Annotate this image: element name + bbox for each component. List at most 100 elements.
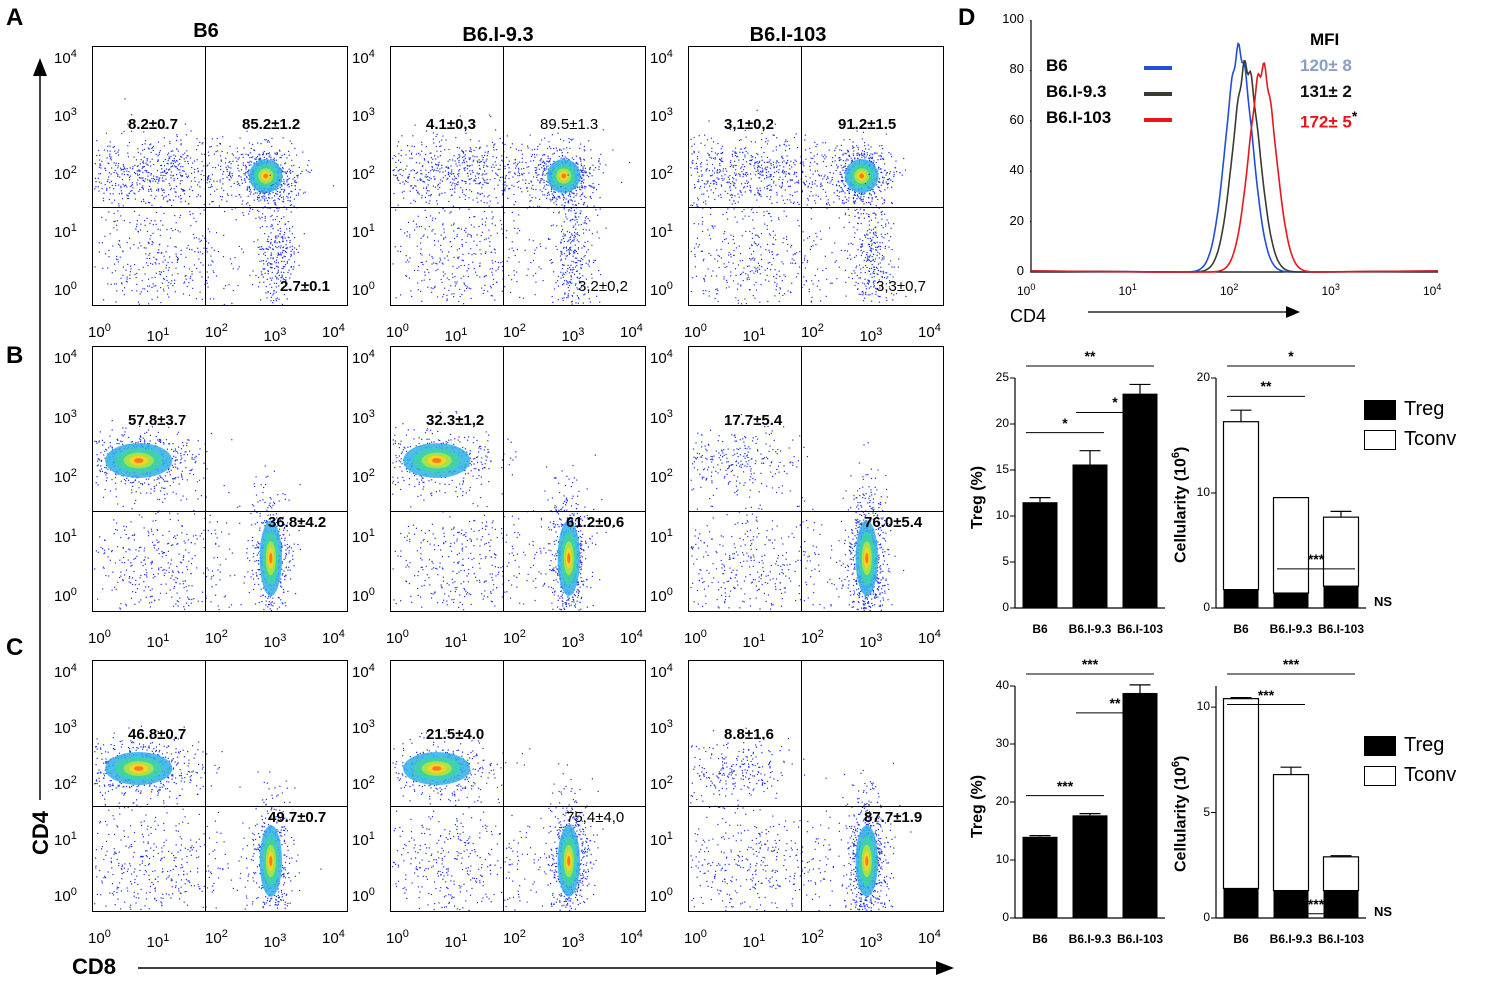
legend-swatch bbox=[1364, 399, 1396, 420]
cd4-histogram bbox=[1030, 20, 1439, 273]
x-tick-10e0: 100 bbox=[386, 628, 409, 647]
quadrant-gate-horizontal bbox=[93, 806, 347, 807]
significance-label: * bbox=[1062, 414, 1068, 431]
hist-x-arrow bbox=[1088, 306, 1300, 318]
y-tick-10e0: 100 bbox=[650, 886, 673, 905]
bar-treg bbox=[1323, 586, 1359, 608]
dot-plot-a-2 bbox=[390, 46, 646, 306]
dot-plot-scatter bbox=[690, 414, 905, 611]
hist-legend-name: B6.I-103 bbox=[1046, 108, 1112, 127]
y-tick-10e0: 100 bbox=[54, 586, 77, 605]
x-axis-label-cd8: CD8 bbox=[72, 954, 117, 979]
significance-label: *** bbox=[1307, 550, 1325, 567]
y-tick-10e1: 101 bbox=[352, 222, 375, 241]
x-tick-10e0: 100 bbox=[88, 322, 111, 341]
bar-tconv bbox=[1222, 421, 1260, 591]
quadrant-upper-left-percent: 3,1±0,2 bbox=[724, 116, 774, 133]
y-tick-10e3: 103 bbox=[352, 718, 375, 737]
dot-plot-scatter bbox=[690, 727, 912, 911]
y-tick-10e4: 104 bbox=[54, 48, 77, 67]
dot-plot-a-1 bbox=[92, 46, 348, 306]
bar-y-tick: 0 bbox=[1002, 910, 1009, 924]
quadrant-gate-horizontal bbox=[689, 510, 943, 512]
quadrant-lower-right-percent: 87.7±1.9 bbox=[864, 809, 923, 826]
bar-y-axis-label: Treg (%) bbox=[969, 774, 986, 838]
x-tick-10e3: 103 bbox=[263, 632, 287, 651]
bar-y-axis-label: Treg (%) bbox=[969, 465, 986, 529]
bar-category-label: B6.I-103 bbox=[1116, 932, 1164, 946]
y-tick-10e0: 100 bbox=[352, 586, 375, 605]
y-tick-10e2: 102 bbox=[650, 467, 673, 486]
legend-item: Treg bbox=[1364, 398, 1444, 421]
x-tick-10e3: 103 bbox=[263, 326, 287, 345]
quadrant-upper-left-percent: 17.7±5.4 bbox=[724, 412, 783, 429]
hist-legend-swatch bbox=[1144, 66, 1172, 70]
x-tick-10e0: 100 bbox=[386, 928, 409, 947]
quadrant-gate-horizontal bbox=[689, 206, 943, 208]
dot-plot-scatter bbox=[392, 411, 614, 611]
bar-y-tick: 10 bbox=[995, 852, 1009, 866]
x-tick-10e0: 100 bbox=[386, 322, 409, 341]
bar-tconv bbox=[1272, 773, 1310, 892]
legend-label: Tconv bbox=[1404, 428, 1457, 450]
x-tick-10e0: 100 bbox=[684, 322, 707, 341]
bar-tconv bbox=[1222, 698, 1260, 890]
y-tick-10e3: 103 bbox=[650, 407, 673, 427]
bar-y-tick: 0 bbox=[1203, 910, 1210, 924]
treg-percent-chart-c bbox=[1010, 673, 1165, 919]
y-tick-10e4: 104 bbox=[352, 48, 375, 67]
x-tick-10e0: 100 bbox=[88, 928, 111, 947]
legend-label: Treg bbox=[1404, 734, 1445, 756]
legend-swatch bbox=[1364, 765, 1396, 786]
dot-plot-scatter bbox=[94, 98, 335, 305]
hist-x-tick-10e4: 104 bbox=[1423, 282, 1442, 298]
x-tick-10e3: 103 bbox=[561, 326, 585, 345]
dot-plot-scatter bbox=[94, 725, 322, 910]
column-title-b6: B6 bbox=[193, 20, 219, 42]
legend-label: Treg bbox=[1404, 398, 1445, 420]
dot-plot-c-1 bbox=[92, 660, 348, 912]
quadrant-upper-left-percent: 8.2±0.7 bbox=[128, 116, 178, 133]
dot-plot-b-1 bbox=[92, 346, 348, 612]
dot-plot-c-3 bbox=[688, 660, 944, 912]
bar bbox=[1022, 836, 1058, 918]
bar-y-tick: 20 bbox=[995, 794, 1009, 808]
bar-category-label: B6 bbox=[1233, 622, 1249, 636]
quadrant-lower-right-percent: 75,4±4,0 bbox=[566, 809, 625, 826]
x-tick-10e2: 102 bbox=[503, 322, 526, 341]
panel-letter-c: C bbox=[6, 634, 24, 661]
x-tick-10e3: 103 bbox=[859, 326, 883, 345]
bar-y-tick: 40 bbox=[995, 678, 1009, 692]
bar bbox=[1022, 502, 1058, 608]
bar-y-tick: 30 bbox=[995, 736, 1009, 750]
x-tick-10e2: 102 bbox=[205, 628, 228, 647]
hist-legend-swatch bbox=[1144, 118, 1172, 122]
dot-plot-b-3 bbox=[688, 346, 944, 612]
y-tick-10e0: 100 bbox=[650, 586, 673, 605]
x-tick-10e2: 102 bbox=[205, 322, 228, 341]
x-tick-10e4: 104 bbox=[918, 628, 941, 647]
x-tick-10e3: 103 bbox=[859, 632, 883, 651]
hist-y-tick: 40 bbox=[1009, 162, 1024, 178]
bar bbox=[1122, 692, 1158, 918]
significance-label: *** bbox=[1257, 686, 1275, 703]
hist-y-tick: 60 bbox=[1009, 111, 1024, 127]
significance-label: ** bbox=[1260, 378, 1272, 395]
bar-category-label: B6 bbox=[1032, 622, 1048, 636]
y-tick-10e3: 103 bbox=[352, 106, 375, 125]
quadrant-gate-horizontal bbox=[391, 510, 645, 512]
quadrant-upper-right-percent: 85.2±1.2 bbox=[242, 116, 301, 133]
hist-mfi-value: 131± 2 bbox=[1300, 82, 1352, 101]
quadrant-gate-vertical bbox=[800, 47, 802, 305]
x-tick-10e2: 102 bbox=[801, 322, 824, 341]
hist-mfi-value: 172± 5* bbox=[1300, 108, 1358, 132]
dot-plot-scatter bbox=[690, 109, 907, 305]
bar-treg bbox=[1223, 888, 1259, 918]
hist-y-tick: 0 bbox=[1016, 263, 1024, 278]
x-tick-10e4: 104 bbox=[620, 322, 643, 341]
y-tick-10e3: 103 bbox=[650, 718, 673, 737]
bar-y-tick: 20 bbox=[995, 416, 1009, 430]
hist-y-tick: 100 bbox=[1002, 11, 1024, 26]
dot-plot-scatter bbox=[392, 114, 631, 305]
x-tick-10e1: 101 bbox=[742, 632, 766, 651]
